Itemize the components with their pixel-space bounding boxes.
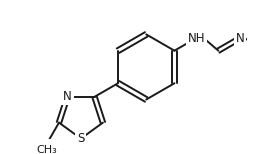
Text: N: N <box>63 90 72 103</box>
Text: CH₃: CH₃ <box>37 145 57 154</box>
Text: S: S <box>77 132 85 145</box>
Text: NH: NH <box>188 32 205 45</box>
Text: N: N <box>236 32 245 45</box>
